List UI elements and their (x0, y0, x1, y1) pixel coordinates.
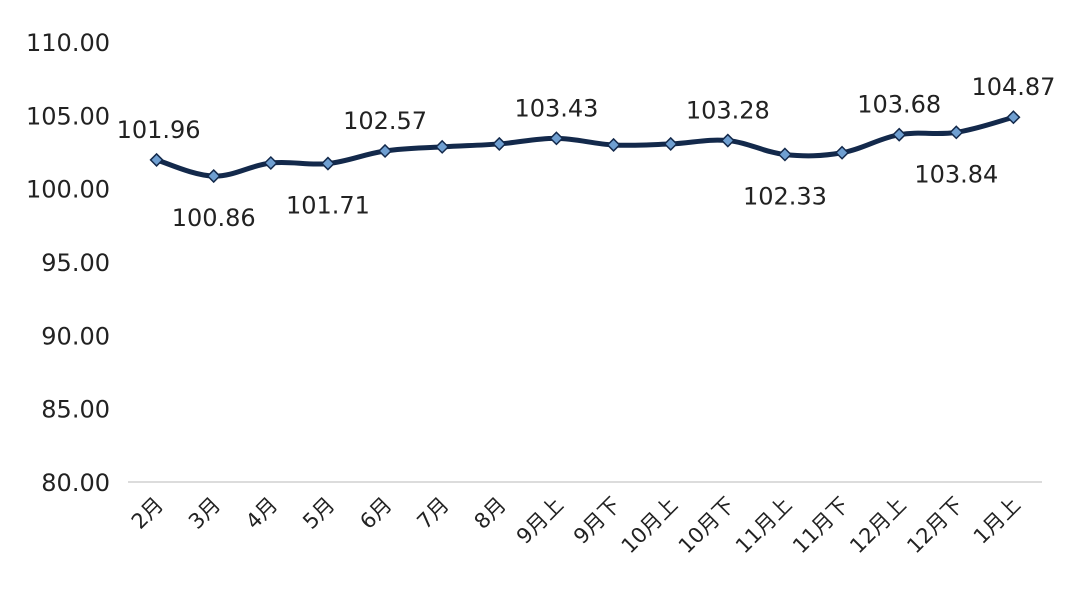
y-tick-label: 105.00 (26, 102, 110, 130)
x-tick-label: 4月 (241, 493, 282, 534)
x-tick-label: 7月 (412, 493, 453, 534)
x-tick-label: 11月下 (788, 493, 854, 559)
data-point-marker (892, 127, 907, 142)
x-axis-tick-labels: 2月 3月 4月 5月 6月 7月 8月 9月上 9月下10月上10月下11月上11月下12月上… (127, 493, 1025, 559)
x-tick-label: 9月上 (512, 493, 568, 549)
x-tick-label: 3月 (184, 493, 225, 534)
data-label: 102.33 (743, 182, 827, 210)
data-label: 104.87 (971, 73, 1055, 101)
data-point-marker (492, 136, 507, 151)
data-label: 100.86 (172, 204, 256, 232)
x-tick-label: 5月 (298, 493, 339, 534)
data-point-marker (777, 147, 792, 162)
y-tick-label: 95.00 (41, 249, 110, 277)
data-labels: 101.96 100.86 101.71 102.57 103.43 103.28 102.… (117, 73, 1056, 232)
x-tick-label: 8月 (470, 493, 511, 534)
data-label: 101.71 (286, 192, 370, 220)
data-point-marker (835, 145, 850, 160)
data-point-marker (949, 125, 964, 140)
y-tick-label: 85.00 (41, 396, 110, 424)
y-tick-label: 80.00 (41, 469, 110, 497)
data-point-marker (435, 139, 450, 154)
x-tick-label: 10月上 (617, 493, 683, 559)
data-label: 103.28 (686, 97, 770, 125)
x-tick-label: 2月 (127, 493, 168, 534)
data-point-marker (663, 136, 678, 151)
data-point-marker (549, 131, 564, 146)
data-label: 101.96 (117, 116, 201, 144)
series-markers (149, 110, 1021, 184)
data-point-marker (263, 155, 278, 171)
x-tick-label: 1月上 (969, 493, 1025, 549)
y-axis-tick-labels: 80.00 85.00 90.00 95.00 100.00 105.00 110.00 (26, 29, 110, 497)
data-point-marker (606, 137, 621, 153)
x-tick-label: 11月上 (731, 493, 797, 559)
data-point-marker (1006, 110, 1021, 125)
data-label: 103.68 (857, 91, 941, 119)
data-label: 103.84 (914, 160, 998, 188)
series-line (154, 114, 1016, 179)
x-tick-label: 10月下 (674, 493, 740, 559)
data-point-marker (206, 168, 221, 184)
data-point-marker (720, 133, 735, 148)
y-tick-label: 90.00 (41, 322, 110, 350)
data-label: 102.57 (343, 107, 427, 135)
data-label: 103.43 (514, 94, 598, 122)
x-tick-label: 12月下 (902, 493, 968, 559)
data-point-marker (378, 143, 393, 159)
data-point-marker (149, 152, 164, 167)
y-tick-label: 100.00 (26, 176, 110, 204)
x-tick-label: 12月上 (845, 493, 911, 559)
y-tick-label: 110.00 (26, 29, 110, 57)
x-tick-label: 6月 (355, 493, 396, 534)
data-point-marker (320, 156, 335, 171)
